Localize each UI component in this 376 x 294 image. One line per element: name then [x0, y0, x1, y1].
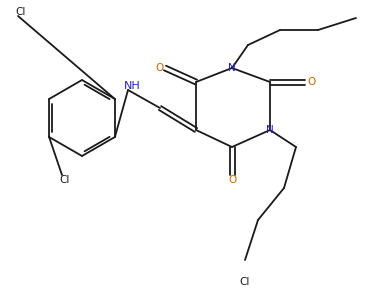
Text: O: O: [307, 77, 315, 87]
Text: NH: NH: [124, 81, 140, 91]
Text: O: O: [155, 63, 163, 73]
Text: Cl: Cl: [240, 277, 250, 287]
Text: Cl: Cl: [60, 175, 70, 185]
Text: N: N: [228, 63, 236, 73]
Text: O: O: [228, 175, 236, 185]
Text: N: N: [266, 125, 274, 135]
Text: Cl: Cl: [16, 7, 26, 17]
